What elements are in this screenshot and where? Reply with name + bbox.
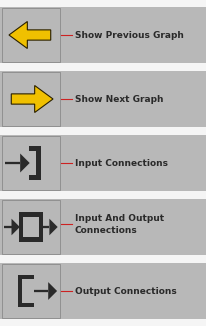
FancyBboxPatch shape [2,264,60,318]
FancyBboxPatch shape [36,146,41,180]
Polygon shape [9,22,50,49]
FancyBboxPatch shape [0,7,206,63]
FancyBboxPatch shape [0,135,206,191]
FancyBboxPatch shape [2,72,60,126]
FancyBboxPatch shape [19,237,43,242]
FancyBboxPatch shape [38,212,43,242]
FancyBboxPatch shape [0,71,206,127]
Polygon shape [49,219,57,235]
FancyBboxPatch shape [29,146,41,151]
FancyBboxPatch shape [2,136,60,190]
FancyBboxPatch shape [19,212,43,216]
FancyBboxPatch shape [0,199,206,255]
Text: Output Connections: Output Connections [75,287,176,295]
FancyBboxPatch shape [2,200,60,254]
Polygon shape [20,154,29,172]
FancyBboxPatch shape [18,303,34,307]
Text: Show Next Graph: Show Next Graph [75,95,163,103]
Polygon shape [12,219,20,235]
Text: Show Previous Graph: Show Previous Graph [75,31,183,39]
FancyBboxPatch shape [29,175,41,180]
FancyBboxPatch shape [2,8,60,62]
FancyBboxPatch shape [18,275,34,279]
Polygon shape [11,85,53,112]
Polygon shape [48,282,57,300]
FancyBboxPatch shape [19,212,23,242]
FancyBboxPatch shape [0,263,206,319]
Text: Input And Output
Connections: Input And Output Connections [75,214,163,235]
Text: Input Connections: Input Connections [75,158,167,168]
FancyBboxPatch shape [18,275,22,307]
